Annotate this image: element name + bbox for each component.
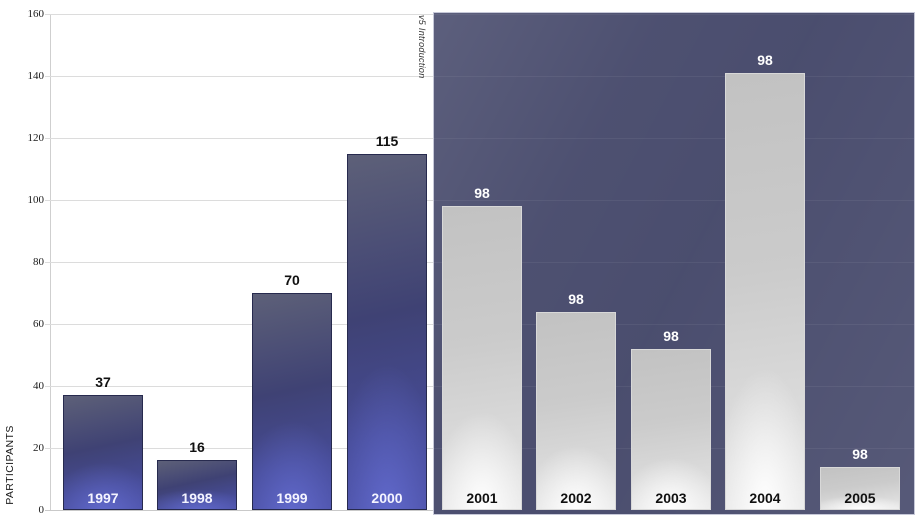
panel-gridline-60	[434, 324, 914, 325]
value-label-2004: 98	[757, 51, 773, 68]
bar-2005: 2005	[820, 466, 900, 510]
panel-gridline-160	[434, 14, 914, 15]
bar-1999: 1999	[252, 293, 332, 510]
bar-2002: 2002	[536, 311, 616, 510]
bar-2004: 2004	[725, 72, 805, 510]
year-label-2001: 2001	[466, 489, 498, 506]
y-axis-title: PARTICIPANTS	[4, 425, 16, 505]
year-label-1997: 1997	[87, 489, 119, 506]
bar-2000: 2000	[347, 153, 427, 510]
y-tick-label-120: 120	[27, 132, 45, 144]
panel-gridline-120	[434, 138, 914, 139]
value-label-2001: 98	[474, 185, 490, 202]
panel-gridline-80	[434, 262, 914, 263]
year-label-2004: 2004	[749, 489, 781, 506]
y-tick-label-100: 100	[27, 194, 45, 206]
value-label-1998: 16	[189, 439, 205, 456]
bar-2003: 2003	[631, 348, 711, 510]
y-tick-label-160: 160	[27, 8, 45, 20]
value-label-1997: 37	[95, 374, 111, 391]
year-label-2002: 2002	[560, 489, 592, 506]
y-tick-label-40: 40	[33, 380, 44, 392]
panel-gridline-100	[434, 200, 914, 201]
year-label-2000: 2000	[371, 490, 403, 506]
y-tick-label-0: 0	[38, 504, 45, 516]
y-tick-label-140: 140	[27, 70, 45, 82]
bar-1998: 1998	[157, 460, 237, 510]
year-label-2003: 2003	[655, 489, 687, 506]
y-tick-label-20: 20	[33, 442, 44, 454]
v5-introduction-annotation: v5 Introduction	[417, 15, 427, 79]
bar-2001: 2001	[442, 206, 522, 510]
value-label-1999: 70	[284, 272, 300, 288]
y-tick-label-60: 60	[33, 318, 44, 330]
value-label-2000: 115	[375, 132, 399, 149]
bar-1997: 1997	[63, 395, 143, 510]
value-label-2003: 98	[663, 327, 679, 344]
value-label-2005: 98	[852, 445, 868, 462]
year-label-1999: 1999	[276, 490, 308, 506]
year-label-2005: 2005	[844, 489, 876, 506]
value-label-2002: 98	[568, 290, 584, 307]
y-tick-label-80: 80	[33, 256, 44, 268]
year-label-1998: 1998	[181, 489, 213, 506]
panel-gridline-140	[434, 76, 914, 77]
